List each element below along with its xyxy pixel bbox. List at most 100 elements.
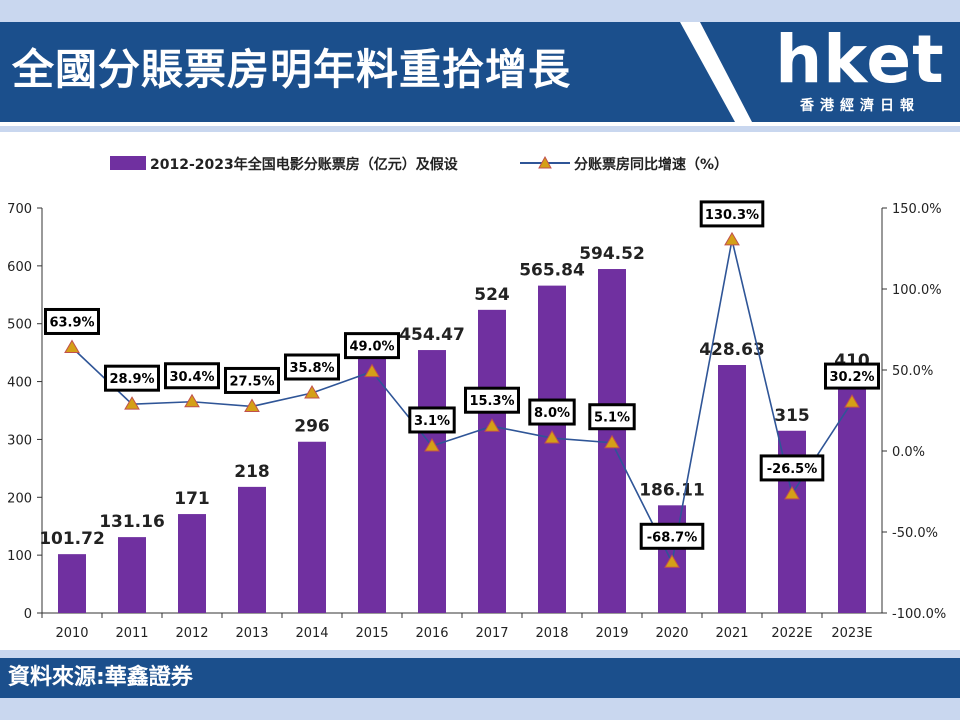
growth-marker: [424, 437, 440, 452]
x-tick-label: 2023E: [831, 626, 872, 641]
left-tick-label: 600: [7, 260, 32, 275]
right-tick-label: 100.0%: [892, 283, 942, 298]
bar-value-label: 428.63: [699, 340, 765, 360]
bar: [118, 537, 146, 613]
bar-value-label: 524: [474, 285, 510, 305]
bar: [838, 375, 866, 613]
growth-polyline: [71, 239, 853, 565]
growth-value-label: 5.1%: [594, 411, 630, 426]
bar: [238, 486, 266, 613]
bars: [58, 269, 866, 613]
left-tick-label: 300: [7, 433, 32, 448]
growth-value-label: 63.9%: [49, 315, 94, 330]
growth-marker: [484, 418, 500, 432]
x-tick-label: 2021: [715, 626, 748, 641]
growth-marker: [64, 339, 80, 353]
growth-label-box: [224, 366, 280, 394]
growth-value-label: 15.3%: [469, 394, 514, 409]
header-band: [0, 22, 735, 122]
growth-label-box: [699, 200, 765, 228]
growth-value-label: -26.5%: [767, 462, 818, 477]
x-tick-label: 2010: [55, 626, 88, 641]
left-tick-label: 0: [24, 607, 32, 622]
legend-bar-swatch: [110, 156, 146, 170]
left-tick-label: 400: [7, 376, 32, 391]
header: 全國分賬票房明年料重拾增長 hket 香港經濟日報: [0, 22, 960, 122]
right-tick-label: 50.0%: [892, 364, 933, 379]
left-tick-label: 500: [7, 318, 32, 333]
left-tick-label: 200: [7, 491, 32, 506]
bar-value-label: 171: [174, 489, 210, 509]
hket-logo: hket: [775, 21, 945, 98]
legend: 2012-2023年全国电影分账票房（亿元）及假设 分账票房同比增速（%）: [110, 155, 728, 173]
x-tick-label: 2011: [115, 626, 148, 641]
growth-value-label: -68.7%: [647, 530, 698, 545]
bar-value-label: 565.84: [519, 261, 585, 281]
growth-marker: [844, 394, 860, 408]
growth-marker: [664, 554, 680, 568]
bar-value-label: 101.72: [39, 529, 105, 549]
source-note: 資料來源:華鑫證券: [8, 665, 193, 690]
growth-label-box: [528, 398, 576, 426]
growth-label-box: [588, 403, 636, 431]
bar-value-label: 296: [294, 417, 330, 437]
x-tick-label: 2016: [415, 626, 448, 641]
growth-label-box: [464, 386, 520, 414]
page-title: 全國分賬票房明年料重拾增長: [12, 45, 572, 94]
x-tick-label: 2020: [655, 626, 688, 641]
legend-line-label: 分账票房同比增速（%）: [574, 156, 728, 173]
growth-value-label: 3.1%: [414, 414, 450, 429]
bar-value-label: 218: [234, 462, 270, 482]
growth-label-box: [759, 454, 825, 482]
legend-bar-label: 2012-2023年全国电影分账票房（亿元）及假设: [150, 156, 459, 173]
header-divider: [0, 126, 960, 132]
growth-value-label: 49.0%: [349, 340, 394, 355]
growth-label-box: [344, 332, 400, 360]
right-tick-label: -100.0%: [892, 607, 946, 622]
bar: [538, 285, 566, 613]
growth-label-box: [104, 364, 160, 392]
x-tick-label: 2012: [175, 626, 208, 641]
growth-label-box: [408, 406, 456, 434]
growth-marker: [604, 434, 620, 449]
growth-value-label: 130.3%: [705, 208, 759, 223]
right-tick-label: 150.0%: [892, 202, 942, 217]
x-tick-label: 2022E: [771, 626, 812, 641]
footer-divider: [0, 650, 960, 658]
right-tick-label: 0.0%: [892, 445, 925, 460]
growth-marker: [184, 393, 200, 408]
footer: 資料來源:華鑫證券: [0, 658, 960, 698]
bar-value-label: 186.11: [639, 480, 705, 500]
x-tick-label: 2015: [355, 626, 388, 641]
bar-value-label: 454.47: [399, 325, 465, 345]
growth-value-label: 30.2%: [829, 370, 874, 385]
bottom-strip: [0, 698, 960, 720]
bar: [358, 358, 386, 613]
growth-marker: [364, 363, 380, 378]
growth-label-box: [44, 307, 100, 335]
x-tick-label: 2019: [595, 626, 628, 641]
bar-value-label: 315: [774, 406, 810, 426]
left-tick-label: 100: [7, 549, 32, 564]
growth-marker: [544, 430, 560, 444]
growth-value-label: 8.0%: [534, 406, 570, 421]
growth-marker: [304, 385, 320, 399]
x-tick-label: 2014: [295, 626, 328, 641]
growth-marker: [724, 231, 740, 246]
growth-value-label: 35.8%: [289, 361, 334, 376]
bar: [58, 554, 86, 613]
growth-labels: 63.9% 28.9% 30.4% 27.5% 35.8% 49.0% 3.1% 15.3% 8…: [44, 200, 880, 550]
bar: [178, 514, 206, 613]
growth-value-label: 30.4%: [169, 370, 214, 385]
hket-logo-subtitle: 香港經濟日報: [800, 98, 920, 114]
bar: [478, 309, 506, 613]
growth-label-box: [639, 522, 705, 550]
growth-value-label: 27.5%: [229, 374, 274, 389]
bar-value-label: 131.16: [99, 512, 165, 532]
x-tick-label: 2018: [535, 626, 568, 641]
growth-label-box: [164, 362, 220, 390]
growth-label-box: [824, 362, 880, 390]
x-tick-label: 2017: [475, 626, 508, 641]
bar: [418, 350, 446, 613]
